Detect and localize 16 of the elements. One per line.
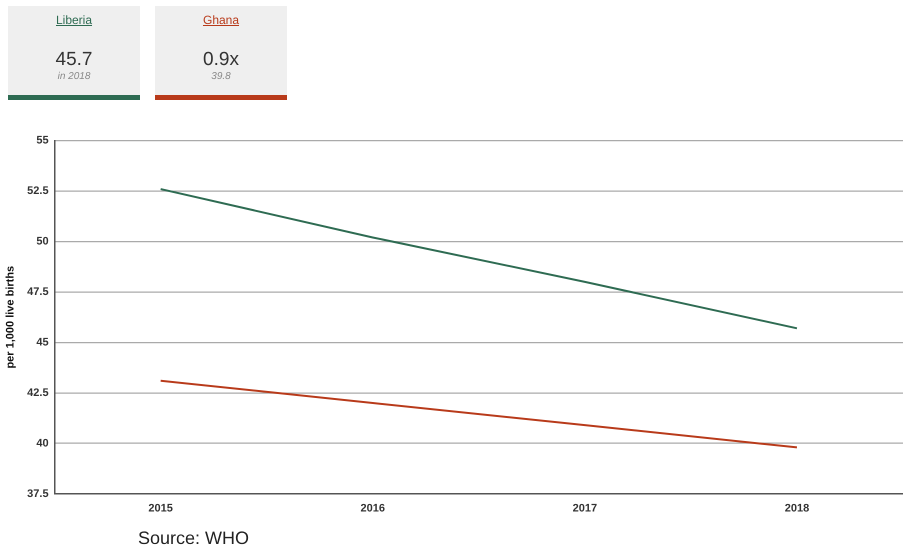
x-tick-label: 2017 <box>572 502 598 514</box>
y-tick-label: 37.5 <box>27 488 49 500</box>
x-tick-label: 2015 <box>148 502 173 514</box>
y-tick-label: 47.5 <box>27 286 49 298</box>
y-tick-label: 42.5 <box>27 386 49 399</box>
x-tick-label: 2018 <box>784 502 810 514</box>
legend-card: Ghana 0.9x 39.8 <box>155 6 287 100</box>
legend-card: Liberia 45.7 in 2018 <box>8 6 140 100</box>
y-tick-label: 50 <box>36 236 49 248</box>
y-tick-label: 45 <box>36 336 49 348</box>
y-axis-title: per 1,000 live births <box>4 266 17 369</box>
source-note: Source: WHO <box>138 528 250 549</box>
x-tick-label: 2016 <box>360 502 385 514</box>
y-tick-label: 52.5 <box>27 185 49 198</box>
y-tick-label: 40 <box>36 437 49 450</box>
y-tick-label: 55 <box>36 134 49 147</box>
